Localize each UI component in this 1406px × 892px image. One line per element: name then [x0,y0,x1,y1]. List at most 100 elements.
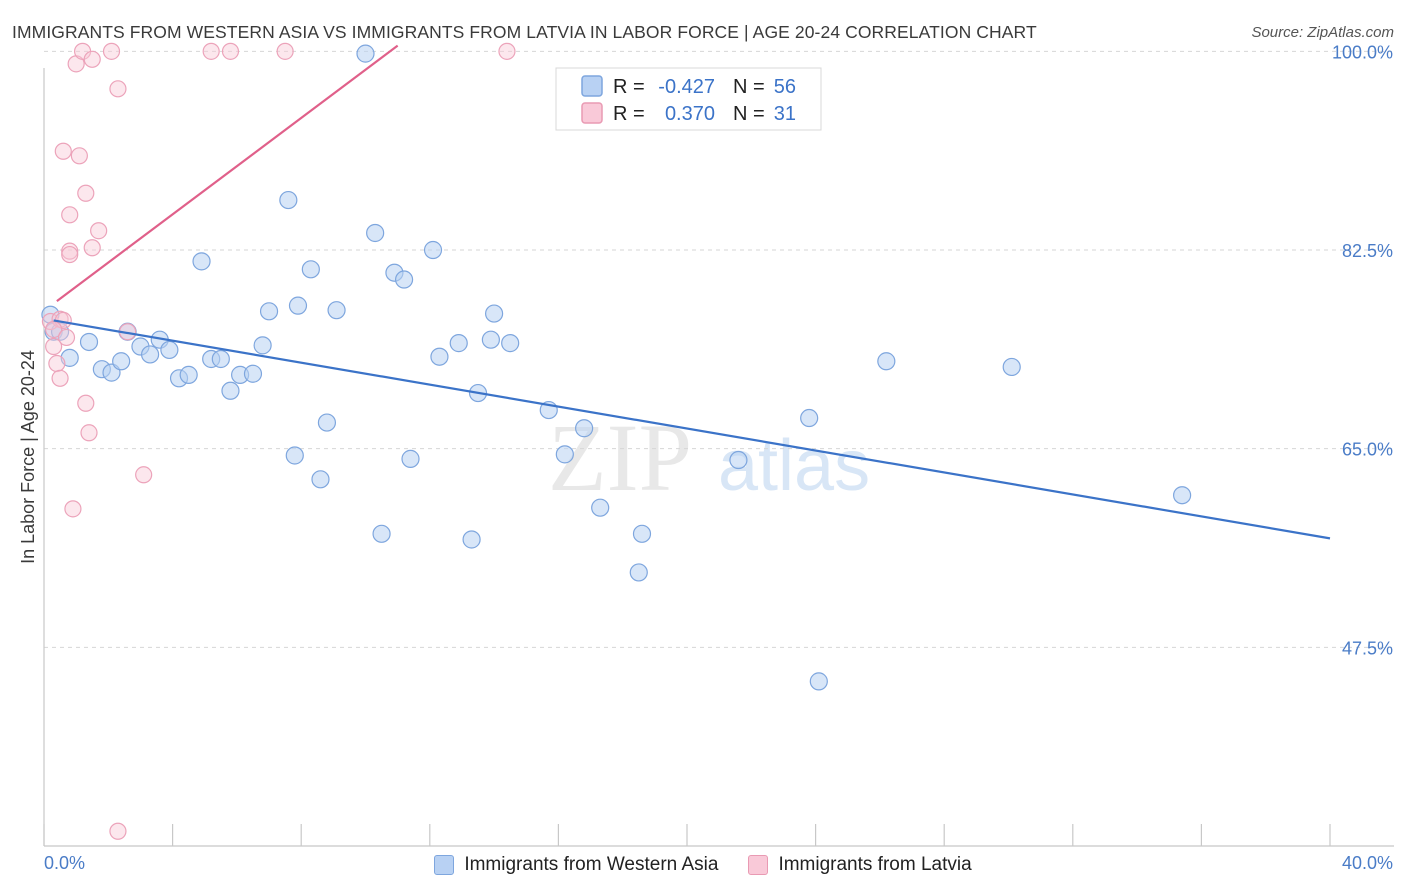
point-latvia [70,147,88,165]
chart-source: Source: ZipAtlas.com [1251,24,1394,41]
point-western-asia [462,530,481,549]
stats-swatch-blue [581,75,603,97]
legend-item-latvia: Immigrants from Latvia [748,854,972,876]
point-western-asia [60,348,79,367]
point-western-asia [41,305,60,324]
point-latvia [109,822,127,840]
y-tick-label: 100.0% [1332,42,1393,62]
point-latvia [102,42,121,60]
y-tick-label: 65.0% [1342,440,1393,460]
x-axis-ticks [43,824,1331,846]
point-western-asia [112,352,131,371]
point-latvia [48,354,66,373]
point-western-asia [632,524,652,543]
point-western-asia [394,270,414,289]
point-western-asia [221,381,240,400]
point-western-asia [555,445,574,464]
point-western-asia [591,498,610,517]
point-western-asia [311,470,330,489]
point-latvia [45,337,63,356]
point-western-asia [317,413,337,432]
point-western-asia [809,672,828,691]
point-western-asia [140,345,160,364]
stats-r-label-pink: R = [613,103,645,125]
point-western-asia [356,44,375,63]
y-tick-label: 47.5% [1342,638,1393,658]
point-latvia [61,245,79,264]
point-western-asia [79,332,99,352]
point-latvia [276,42,294,60]
trend-line-western-asia [53,319,1331,540]
point-western-asia [211,349,230,369]
point-latvia [83,50,101,68]
point-western-asia [1002,357,1021,377]
point-western-asia [877,352,896,371]
y-tick-labels: 47.5% 65.0% 82.5% 100.0% [1332,42,1393,658]
trend-line-latvia [56,44,399,302]
point-latvia [64,500,82,518]
point-latvia [202,42,220,60]
point-western-asia [423,240,443,260]
point-latvia [61,206,79,224]
point-western-asia [481,330,500,349]
point-western-asia [366,223,385,243]
point-latvia [109,80,127,98]
point-western-asia [629,563,648,582]
stats-r-value-pink: 0.370 [665,103,715,125]
point-latvia [77,394,95,412]
point-latvia [80,424,98,442]
legend-label-latvia: Immigrants from Latvia [778,854,972,875]
point-western-asia [372,524,391,543]
point-latvia [221,42,240,60]
trend-lines [53,44,1331,540]
point-western-asia [160,340,179,360]
legend-item-western-asia: Immigrants from Western Asia [434,854,718,876]
point-latvia [57,328,76,347]
series-latvia-points [41,42,516,840]
legend-label-western-asia: Immigrants from Western Asia [464,854,719,875]
point-western-asia [243,364,263,383]
point-latvia [90,222,108,240]
stats-r-value-blue: -0.427 [658,76,715,98]
stats-n-value-pink: 31 [774,103,796,125]
point-latvia [135,466,153,484]
point-western-asia [288,296,308,315]
point-western-asia [729,450,748,470]
point-western-asia [259,302,279,321]
point-latvia [51,369,69,387]
stats-n-value-blue: 56 [774,76,796,98]
point-western-asia [285,446,304,465]
point-latvia [77,184,95,202]
point-latvia [54,142,72,160]
point-western-asia [800,408,819,428]
x-tick-label-max: 40.0% [1342,853,1393,873]
y-tick-label: 82.5% [1342,241,1393,261]
gridlines [44,50,1394,648]
stats-swatch-pink [581,102,603,124]
stats-r-label-blue: R = [613,76,645,98]
bottom-legend: Immigrants from Western Asia Immigrants … [0,850,1406,880]
stats-n-label-blue: N = [733,76,765,98]
point-western-asia [327,301,346,320]
x-tick-label-min: 0.0% [44,853,85,873]
legend-swatch-blue [434,855,455,875]
stats-n-label-pink: N = [733,103,765,125]
point-western-asia [485,304,504,323]
point-western-asia [253,336,272,355]
point-latvia [498,42,516,60]
point-latvia [83,239,101,257]
point-western-asia [279,190,298,210]
point-western-asia [301,260,320,279]
point-western-asia [1173,486,1192,505]
point-western-asia [501,334,520,353]
chart-title: IMMIGRANTS FROM WESTERN ASIA VS IMMIGRAN… [12,22,1037,42]
point-western-asia [401,449,420,468]
y-axis-label: In Labor Force | Age 20-24 [18,350,38,564]
series-western-asia-points [41,44,1192,691]
point-western-asia [179,365,198,384]
stats-legend: R = -0.427 N = 56 R = 0.370 N = 31 [555,67,822,131]
point-western-asia [430,347,449,366]
legend-swatch-pink [748,855,769,875]
point-western-asia [192,252,211,271]
